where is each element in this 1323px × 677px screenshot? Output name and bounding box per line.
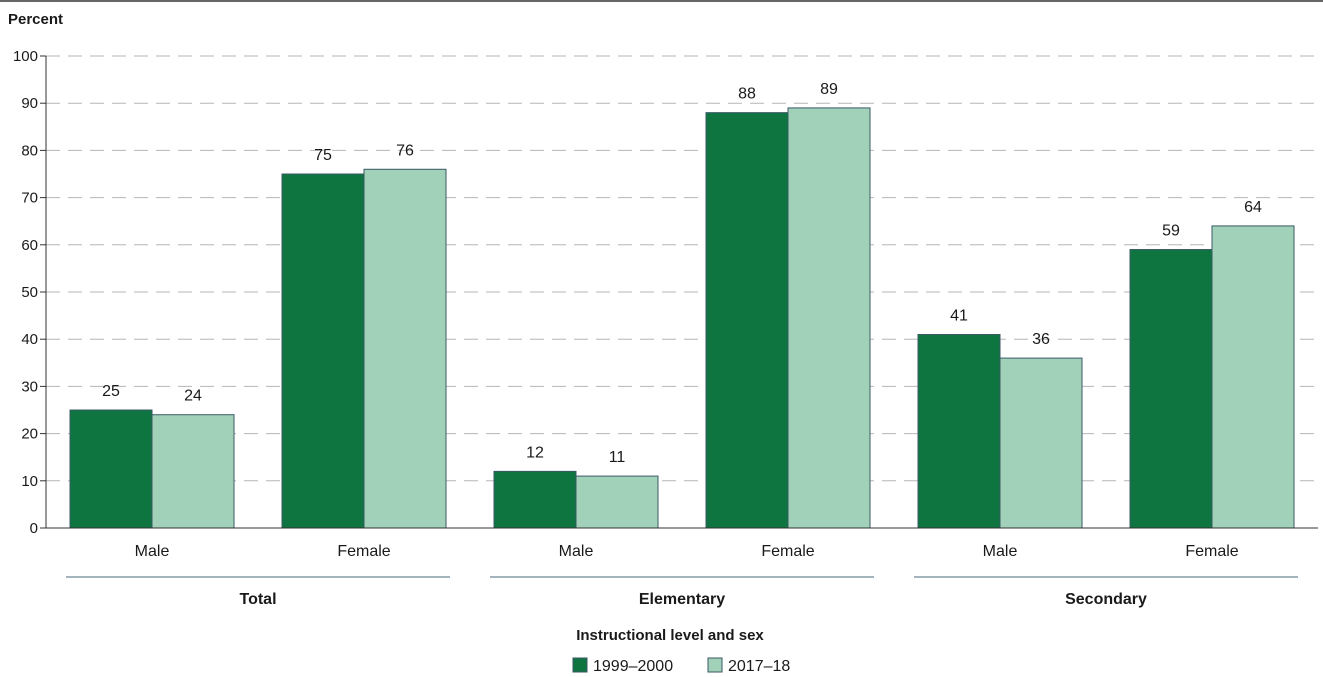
y-tick-label: 70: [21, 190, 38, 207]
x-axis-title: Instructional level and sex: [576, 627, 764, 644]
bar-series2: [363, 168, 447, 529]
legend: 1999–2000 2017–18: [572, 657, 790, 675]
bar-series2: [999, 357, 1083, 529]
axes: [40, 56, 1318, 529]
data-label: 11: [609, 449, 626, 466]
gridlines: [46, 55, 1318, 482]
data-labels: 25 24 75 76 12 11 88 89 41 36 59 64: [102, 81, 1262, 466]
data-label: 89: [820, 81, 838, 98]
bar-series1: [1129, 249, 1213, 529]
y-axis-ticks: 0 10 20 30 40 50 60 70 80 90 100: [13, 48, 46, 537]
bar-series1: [705, 112, 789, 529]
y-tick-label: 80: [21, 142, 38, 159]
group-label: Elementary: [639, 591, 725, 608]
data-label: 76: [396, 142, 414, 159]
legend-label: 2017–18: [728, 658, 790, 675]
y-tick-label: 100: [13, 48, 38, 65]
data-label: 64: [1244, 199, 1262, 216]
y-tick-label: 50: [21, 284, 38, 301]
category-label: Male: [559, 543, 594, 560]
bars: [69, 107, 1295, 529]
y-tick-label: 60: [21, 237, 38, 254]
data-label: 88: [738, 86, 756, 103]
bar-series2: [1211, 225, 1295, 529]
category-label: Male: [135, 543, 170, 560]
y-tick-label: 40: [21, 331, 38, 348]
category-labels: Male Female Male Female Male Female: [135, 543, 1239, 560]
bar-series2: [575, 475, 659, 529]
data-label: 41: [950, 307, 968, 324]
data-label: 12: [526, 444, 544, 461]
data-label: 25: [102, 383, 120, 400]
y-axis-title: Percent: [8, 11, 63, 28]
legend-swatch: [572, 657, 588, 673]
data-label: 24: [184, 388, 202, 405]
category-label: Female: [337, 543, 390, 560]
bar-series1: [493, 470, 577, 529]
group-label: Secondary: [1065, 591, 1147, 608]
category-label: Male: [983, 543, 1018, 560]
group-label: Total: [239, 591, 276, 608]
bar-series1: [917, 333, 1001, 529]
category-label: Female: [1185, 543, 1238, 560]
y-tick-label: 90: [21, 95, 38, 112]
y-tick-label: 0: [30, 520, 38, 537]
legend-swatch: [707, 657, 723, 673]
data-label: 75: [314, 147, 332, 164]
y-tick-label: 30: [21, 378, 38, 395]
legend-label: 1999–2000: [593, 658, 673, 675]
group-labels: Total Elementary Secondary: [66, 576, 1298, 608]
y-tick-label: 20: [21, 426, 38, 443]
bar-series2: [151, 414, 235, 529]
bar-series1: [69, 409, 153, 529]
bar-series2: [787, 107, 871, 529]
data-label: 59: [1162, 223, 1180, 240]
y-tick-label: 10: [21, 473, 38, 490]
data-label: 36: [1032, 331, 1050, 348]
category-label: Female: [761, 543, 814, 560]
bar-series1: [281, 173, 365, 529]
